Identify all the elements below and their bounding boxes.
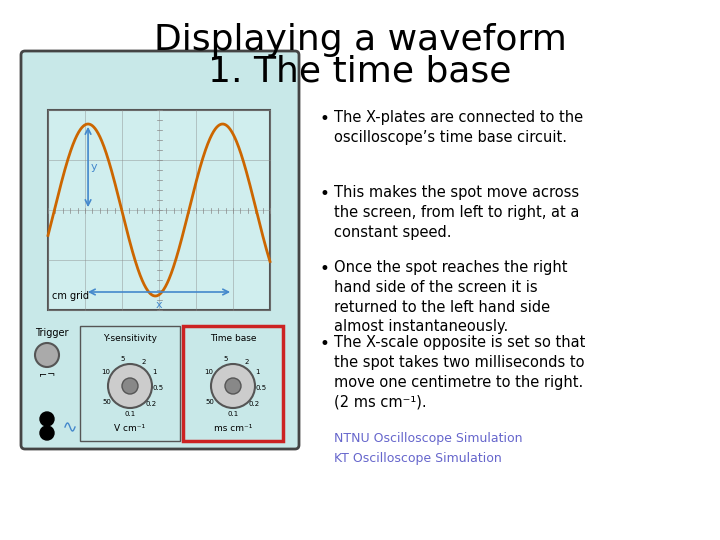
Text: The X-plates are connected to the
oscilloscope’s time base circuit.: The X-plates are connected to the oscill…	[334, 110, 583, 145]
Text: 0.5: 0.5	[256, 386, 266, 392]
Text: 50: 50	[103, 399, 112, 405]
Text: KT Oscilloscope Simulation: KT Oscilloscope Simulation	[334, 452, 502, 465]
Text: 0.1: 0.1	[228, 411, 238, 417]
Text: Trigger: Trigger	[35, 328, 68, 338]
Bar	[48, 110, 270, 310]
Text: 5: 5	[120, 356, 125, 362]
Circle shape	[35, 343, 59, 367]
Circle shape	[108, 364, 152, 408]
Text: y: y	[91, 162, 98, 172]
Bar	[27, 322, 293, 443]
FancyBboxPatch shape	[21, 51, 299, 449]
Bar	[183, 326, 283, 441]
Text: •: •	[320, 185, 330, 203]
Text: 5: 5	[224, 356, 228, 362]
Text: 10: 10	[204, 369, 213, 375]
Text: 0.2: 0.2	[249, 401, 260, 407]
Text: 1: 1	[255, 369, 259, 375]
Text: 10: 10	[102, 369, 110, 375]
Text: 0.1: 0.1	[125, 411, 135, 417]
Text: •: •	[320, 260, 330, 278]
Text: x: x	[156, 300, 162, 310]
Text: V cm⁻¹: V cm⁻¹	[114, 424, 145, 433]
Text: cm grid: cm grid	[52, 291, 89, 301]
Text: NTNU Oscilloscope Simulation: NTNU Oscilloscope Simulation	[334, 432, 523, 445]
Text: 2: 2	[245, 359, 249, 364]
Text: The X-scale opposite is set so that
the spot takes two milliseconds to
move one : The X-scale opposite is set so that the …	[334, 335, 585, 409]
Text: Time base: Time base	[210, 334, 256, 343]
Circle shape	[122, 378, 138, 394]
Text: Y-sensitivity: Y-sensitivity	[103, 334, 157, 343]
Text: 0.5: 0.5	[153, 386, 163, 392]
Text: ms cm⁻¹: ms cm⁻¹	[214, 424, 252, 433]
Text: •: •	[320, 335, 330, 353]
Text: 2: 2	[142, 359, 146, 364]
Bar	[80, 326, 180, 441]
Text: 0.2: 0.2	[146, 401, 157, 407]
Text: This makes the spot move across
the screen, from left to right, at a
constant sp: This makes the spot move across the scre…	[334, 185, 580, 240]
Text: Displaying a waveform: Displaying a waveform	[153, 23, 567, 57]
Text: •: •	[320, 110, 330, 128]
Text: 1: 1	[152, 369, 156, 375]
Circle shape	[40, 412, 54, 426]
Circle shape	[211, 364, 255, 408]
Circle shape	[225, 378, 241, 394]
Text: 50: 50	[206, 399, 215, 405]
Circle shape	[40, 426, 54, 440]
Text: Once the spot reaches the right
hand side of the screen it is
returned to the le: Once the spot reaches the right hand sid…	[334, 260, 567, 334]
Text: 1. The time base: 1. The time base	[208, 55, 512, 89]
Text: ⌐¬: ⌐¬	[39, 370, 55, 380]
